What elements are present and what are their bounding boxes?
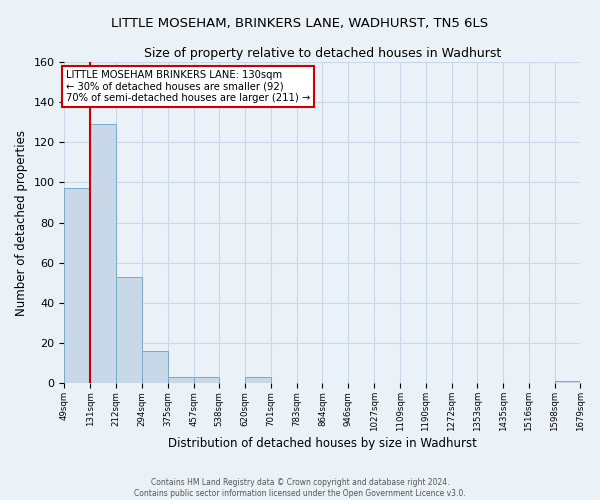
Title: Size of property relative to detached houses in Wadhurst: Size of property relative to detached ho… [144, 48, 501, 60]
Bar [91, 124, 116, 384]
Bar [194, 378, 219, 384]
Bar [167, 378, 194, 384]
Bar [116, 277, 142, 384]
Bar [64, 188, 91, 384]
Y-axis label: Number of detached properties: Number of detached properties [15, 130, 28, 316]
Bar [555, 382, 580, 384]
Text: LITTLE MOSEHAM BRINKERS LANE: 130sqm
← 30% of detached houses are smaller (92)
7: LITTLE MOSEHAM BRINKERS LANE: 130sqm ← 3… [65, 70, 310, 103]
Bar [142, 352, 167, 384]
X-axis label: Distribution of detached houses by size in Wadhurst: Distribution of detached houses by size … [168, 437, 477, 450]
Text: Contains HM Land Registry data © Crown copyright and database right 2024.
Contai: Contains HM Land Registry data © Crown c… [134, 478, 466, 498]
Text: LITTLE MOSEHAM, BRINKERS LANE, WADHURST, TN5 6LS: LITTLE MOSEHAM, BRINKERS LANE, WADHURST,… [112, 18, 488, 30]
Bar [245, 378, 271, 384]
